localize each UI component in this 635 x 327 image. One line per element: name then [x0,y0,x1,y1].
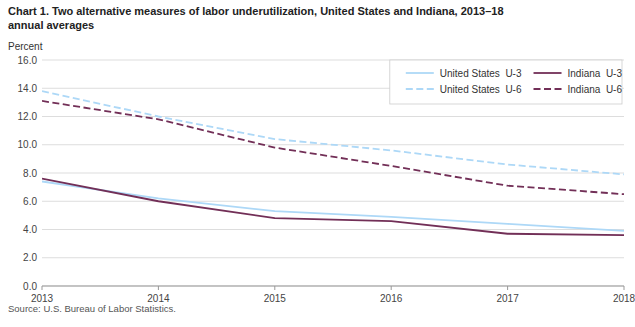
series-lines [42,91,624,235]
x-axis-line [42,286,624,287]
grid-line [42,201,624,202]
x-tick [624,286,625,290]
grid-line [42,257,624,258]
series-line [42,101,624,194]
grid-line [42,173,624,174]
y-tick-label: 0.0 [23,281,37,292]
x-tick-label: 2018 [613,293,635,304]
grid [42,60,624,286]
legend-swatch [534,88,562,90]
legend-label: Indiana U-3 [568,68,623,79]
legend-label: United States U-3 [440,68,522,79]
y-tick-label: 2.0 [23,252,37,263]
x-tick [274,286,275,290]
grid-line [42,286,624,287]
y-tick-label: 6.0 [23,196,37,207]
series-line [42,179,624,236]
y-tick-label: 4.0 [23,224,37,235]
legend-label: United States U-6 [440,84,522,95]
legend-swatch [406,88,434,90]
y-tick-label: 14.0 [18,83,38,94]
x-tick-label: 2017 [496,293,519,304]
x-tick-label: 2016 [380,293,403,304]
title: Chart 1. Two alternative measures of lab… [8,5,504,17]
y-tick-label: 12.0 [18,111,38,122]
series-line [42,181,624,230]
x-tick-label: 2015 [264,293,287,304]
x-tick [507,286,508,290]
y-tick-label: 8.0 [23,168,37,179]
y-axis-label: Percent [8,41,43,52]
y-tick-label: 16.0 [18,55,38,66]
grid-line [42,229,624,230]
legend-label: Indiana U-6 [568,84,623,95]
grid-line [42,116,624,117]
x-tick [391,286,392,290]
legend: United States U-3 United States U-6 Indian… [390,60,623,104]
legend-swatch [534,72,562,74]
legend-frame [390,60,622,104]
legend-swatch [406,72,434,74]
x-tick [42,286,43,290]
x-tick [158,286,159,290]
subtitle: annual averages [8,19,94,31]
y-tick-label: 10.0 [18,139,38,150]
annotation: Source: U.S. Bureau of Labor Statistics. [8,303,176,314]
chart: Chart 1. Two alternative measures of lab… [0,0,635,327]
